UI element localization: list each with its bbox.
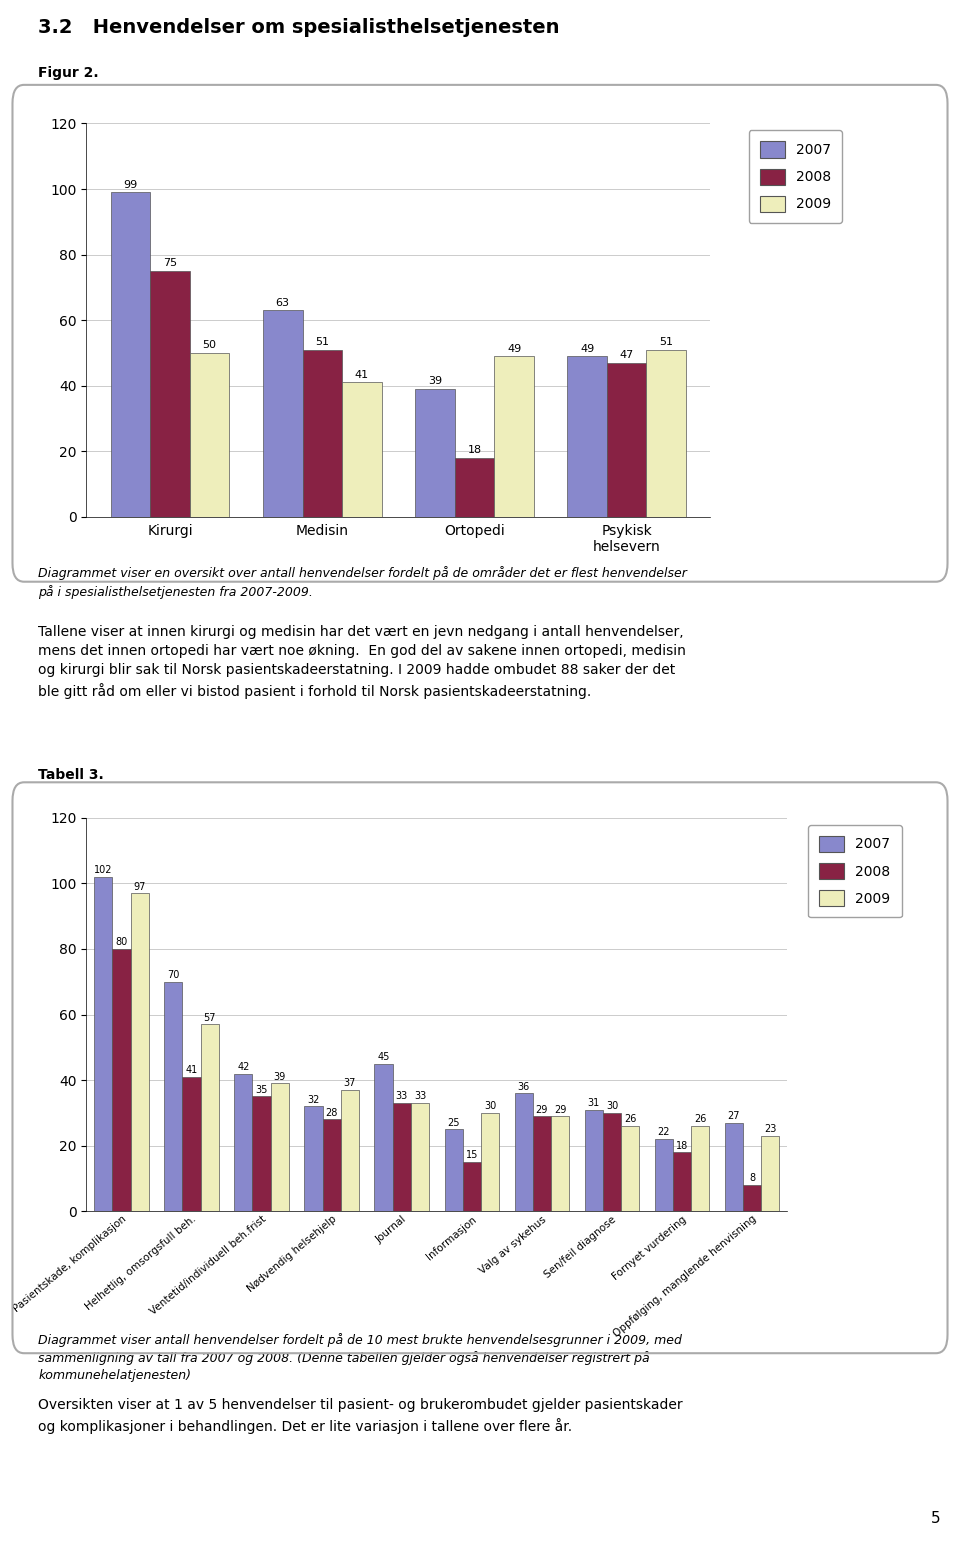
Bar bbox=[415, 389, 455, 517]
Bar bbox=[151, 272, 190, 517]
Bar bbox=[743, 1185, 761, 1211]
Bar bbox=[481, 1113, 499, 1211]
Bar bbox=[533, 1116, 551, 1211]
Bar bbox=[646, 350, 686, 517]
Text: 32: 32 bbox=[307, 1094, 320, 1105]
Bar bbox=[182, 1077, 201, 1211]
Bar bbox=[551, 1116, 569, 1211]
Legend: 2007, 2008, 2009: 2007, 2008, 2009 bbox=[808, 826, 901, 917]
Text: 102: 102 bbox=[94, 866, 112, 875]
Text: 50: 50 bbox=[203, 341, 217, 350]
Bar bbox=[655, 1139, 673, 1211]
Bar bbox=[94, 876, 112, 1211]
Bar bbox=[761, 1136, 780, 1211]
Bar bbox=[263, 310, 302, 517]
Bar bbox=[691, 1126, 709, 1211]
Bar bbox=[234, 1074, 252, 1211]
Bar bbox=[411, 1103, 429, 1211]
Text: 28: 28 bbox=[325, 1108, 338, 1117]
Text: 37: 37 bbox=[344, 1079, 356, 1088]
Bar bbox=[252, 1097, 271, 1211]
Text: Tallene viser at innen kirurgi og medisin har det vært en jevn nedgang i antall : Tallene viser at innen kirurgi og medisi… bbox=[38, 625, 686, 699]
Bar bbox=[585, 1109, 603, 1211]
Text: Diagrammet viser antall henvendelser fordelt på de 10 mest brukte henvendelsesgr: Diagrammet viser antall henvendelser for… bbox=[38, 1333, 683, 1383]
Text: 41: 41 bbox=[185, 1065, 198, 1075]
Text: 45: 45 bbox=[377, 1052, 390, 1062]
Bar bbox=[621, 1126, 639, 1211]
Bar bbox=[673, 1153, 691, 1211]
Text: 26: 26 bbox=[624, 1114, 636, 1125]
Bar bbox=[374, 1063, 393, 1211]
Bar bbox=[302, 350, 342, 517]
Bar bbox=[607, 363, 646, 517]
Bar bbox=[201, 1025, 219, 1211]
Text: 49: 49 bbox=[507, 344, 521, 353]
Text: 18: 18 bbox=[468, 446, 482, 455]
Bar bbox=[463, 1162, 481, 1211]
Bar bbox=[455, 458, 494, 517]
Bar bbox=[112, 949, 131, 1211]
Text: 29: 29 bbox=[554, 1105, 566, 1114]
Bar bbox=[515, 1092, 533, 1211]
Bar bbox=[725, 1123, 743, 1211]
Text: Figur 2.: Figur 2. bbox=[38, 65, 99, 80]
Text: 31: 31 bbox=[588, 1099, 600, 1108]
Bar bbox=[131, 893, 149, 1211]
Bar bbox=[494, 356, 534, 517]
Bar bbox=[323, 1120, 341, 1211]
Bar bbox=[271, 1083, 289, 1211]
Text: 15: 15 bbox=[466, 1151, 478, 1160]
Text: 42: 42 bbox=[237, 1062, 250, 1072]
Text: 57: 57 bbox=[204, 1012, 216, 1023]
Bar bbox=[164, 981, 182, 1211]
Legend: 2007, 2008, 2009: 2007, 2008, 2009 bbox=[749, 131, 842, 222]
Bar bbox=[110, 193, 151, 517]
Text: 3.2   Henvendelser om spesialisthelsetjenesten: 3.2 Henvendelser om spesialisthelsetjene… bbox=[38, 19, 560, 37]
Text: 5: 5 bbox=[931, 1511, 941, 1526]
Bar bbox=[304, 1106, 323, 1211]
Text: 30: 30 bbox=[606, 1102, 618, 1111]
Bar bbox=[603, 1113, 621, 1211]
Text: 39: 39 bbox=[428, 376, 442, 386]
Text: 30: 30 bbox=[484, 1102, 496, 1111]
Text: 27: 27 bbox=[728, 1111, 740, 1122]
Text: 70: 70 bbox=[167, 971, 180, 980]
Text: 26: 26 bbox=[694, 1114, 707, 1125]
Bar bbox=[190, 353, 229, 517]
Text: 36: 36 bbox=[517, 1082, 530, 1091]
Text: 75: 75 bbox=[163, 258, 178, 268]
Bar bbox=[393, 1103, 411, 1211]
Bar bbox=[444, 1129, 463, 1211]
Text: 22: 22 bbox=[658, 1128, 670, 1137]
Bar bbox=[341, 1089, 359, 1211]
Text: 63: 63 bbox=[276, 298, 290, 307]
Bar bbox=[567, 356, 607, 517]
Text: 18: 18 bbox=[676, 1140, 688, 1151]
Text: 25: 25 bbox=[447, 1117, 460, 1128]
Text: 51: 51 bbox=[660, 336, 673, 347]
Text: 29: 29 bbox=[536, 1105, 548, 1114]
Text: 80: 80 bbox=[115, 937, 128, 947]
Text: 97: 97 bbox=[133, 881, 146, 892]
Text: 99: 99 bbox=[124, 179, 137, 190]
Text: Oversikten viser at 1 av 5 henvendelser til pasient- og brukerombudet gjelder pa: Oversikten viser at 1 av 5 henvendelser … bbox=[38, 1398, 683, 1433]
Text: 33: 33 bbox=[414, 1091, 426, 1102]
Text: 41: 41 bbox=[355, 370, 369, 380]
Bar bbox=[342, 383, 382, 517]
Text: 51: 51 bbox=[315, 336, 329, 347]
Text: Diagrammet viser en oversikt over antall henvendelser fordelt på de områder det : Diagrammet viser en oversikt over antall… bbox=[38, 566, 687, 599]
Text: 49: 49 bbox=[580, 344, 594, 353]
Text: 33: 33 bbox=[396, 1091, 408, 1102]
Text: 35: 35 bbox=[255, 1085, 268, 1096]
Text: 47: 47 bbox=[619, 350, 634, 360]
Text: 39: 39 bbox=[274, 1072, 286, 1082]
Text: 23: 23 bbox=[764, 1125, 777, 1134]
Text: Tabell 3.: Tabell 3. bbox=[38, 767, 104, 782]
Text: 8: 8 bbox=[749, 1173, 756, 1183]
